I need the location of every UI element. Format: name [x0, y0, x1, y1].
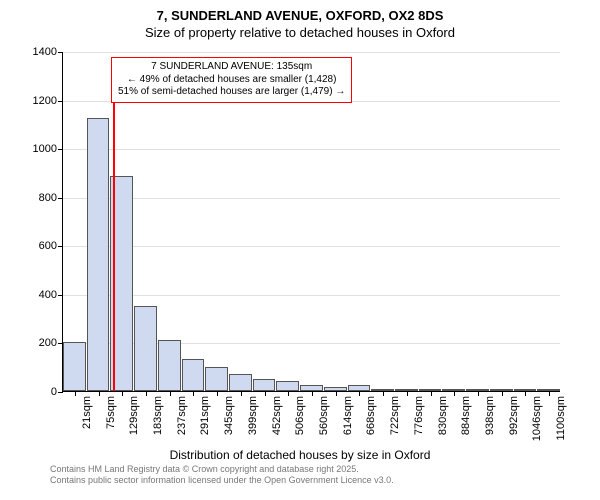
footer-line-1: Contains HM Land Registry data © Crown c…	[50, 464, 394, 475]
x-tick-label: 75sqm	[105, 396, 117, 429]
histogram-bar	[134, 306, 157, 391]
histogram-bar	[182, 359, 205, 391]
histogram-bar	[63, 342, 86, 391]
histogram-bar	[158, 340, 181, 391]
y-tick-label: 400	[39, 289, 57, 301]
histogram-bar	[205, 367, 228, 391]
y-tick-label: 1200	[33, 95, 57, 107]
y-tick	[58, 392, 63, 393]
annotation-box: 7 SUNDERLAND AVENUE: 135sqm← 49% of deta…	[111, 57, 352, 103]
grid-line	[63, 198, 560, 199]
x-tick-label: 776sqm	[413, 396, 425, 435]
x-tick	[454, 391, 455, 396]
property-marker-line	[113, 65, 115, 391]
x-tick-label: 1046sqm	[531, 396, 543, 441]
x-tick-label: 668sqm	[365, 396, 377, 435]
x-tick-label: 614sqm	[342, 396, 354, 435]
x-tick-label: 452sqm	[271, 396, 283, 435]
x-tick	[241, 391, 242, 396]
footer-line-2: Contains public sector information licen…	[50, 475, 394, 486]
x-tick	[75, 391, 76, 396]
x-tick-label: 129sqm	[128, 396, 140, 435]
chart-title: 7, SUNDERLAND AVENUE, OXFORD, OX2 8DS	[0, 8, 600, 23]
x-tick	[525, 391, 526, 396]
x-tick-label: 884sqm	[460, 396, 472, 435]
histogram-bar	[253, 379, 276, 391]
grid-line	[63, 52, 560, 53]
x-tick	[170, 391, 171, 396]
y-tick	[58, 295, 63, 296]
y-tick	[58, 149, 63, 150]
x-tick	[312, 391, 313, 396]
x-tick-label: 992sqm	[508, 396, 520, 435]
title-block: 7, SUNDERLAND AVENUE, OXFORD, OX2 8DS Si…	[0, 0, 600, 40]
grid-line	[63, 149, 560, 150]
y-tick-label: 200	[39, 337, 57, 349]
x-tick-label: 830sqm	[437, 396, 449, 435]
y-tick	[58, 246, 63, 247]
x-tick	[217, 391, 218, 396]
x-tick	[99, 391, 100, 396]
annotation-line: 51% of semi-detached houses are larger (…	[118, 86, 345, 99]
y-tick-label: 600	[39, 240, 57, 252]
x-tick	[265, 391, 266, 396]
histogram-bar	[276, 381, 299, 391]
x-tick	[383, 391, 384, 396]
x-tick-label: 345sqm	[223, 396, 235, 435]
y-tick-label: 0	[51, 386, 57, 398]
y-tick	[58, 52, 63, 53]
x-tick-label: 237sqm	[176, 396, 188, 435]
histogram-bar	[87, 118, 110, 391]
annotation-line: 7 SUNDERLAND AVENUE: 135sqm	[118, 61, 345, 74]
x-tick	[549, 391, 550, 396]
x-tick-label: 722sqm	[389, 396, 401, 435]
plot-area: 020040060080010001200140021sqm75sqm129sq…	[62, 52, 560, 392]
x-tick-label: 938sqm	[484, 396, 496, 435]
x-tick-label: 506sqm	[294, 396, 306, 435]
x-axis-title: Distribution of detached houses by size …	[170, 448, 431, 462]
x-tick-label: 291sqm	[199, 396, 211, 435]
x-tick	[336, 391, 337, 396]
x-tick	[502, 391, 503, 396]
annotation-line: ← 49% of detached houses are smaller (1,…	[118, 74, 345, 87]
y-tick	[58, 101, 63, 102]
x-tick-label: 1100sqm	[555, 396, 567, 440]
x-tick-label: 183sqm	[152, 396, 164, 435]
x-tick	[122, 391, 123, 396]
chart-subtitle: Size of property relative to detached ho…	[0, 25, 600, 40]
grid-line	[63, 246, 560, 247]
histogram-bar	[229, 374, 252, 391]
attribution-text: Contains HM Land Registry data © Crown c…	[50, 464, 394, 486]
x-tick	[407, 391, 408, 396]
x-tick-label: 560sqm	[318, 396, 330, 435]
y-tick-label: 1400	[33, 46, 57, 58]
y-tick-label: 1000	[33, 143, 57, 155]
x-tick	[359, 391, 360, 396]
x-tick-label: 21sqm	[81, 396, 93, 429]
x-tick	[193, 391, 194, 396]
x-tick	[288, 391, 289, 396]
x-tick	[146, 391, 147, 396]
x-tick	[431, 391, 432, 396]
grid-line	[63, 295, 560, 296]
x-tick	[478, 391, 479, 396]
y-tick-label: 800	[39, 192, 57, 204]
chart-container: 7, SUNDERLAND AVENUE, OXFORD, OX2 8DS Si…	[0, 0, 600, 500]
x-tick-label: 399sqm	[247, 396, 259, 435]
y-tick	[58, 198, 63, 199]
